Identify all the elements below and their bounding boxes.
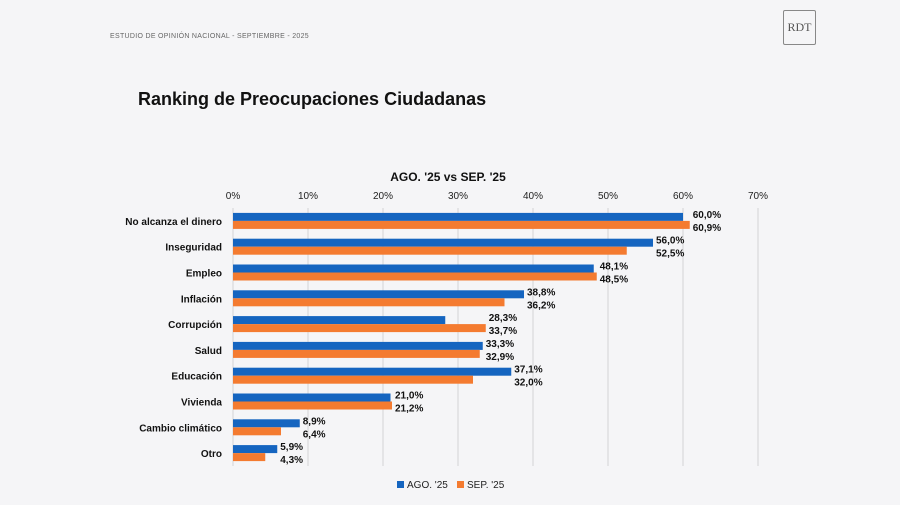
bar-sep: [233, 349, 480, 358]
bar-ago: [233, 264, 594, 273]
category-label: Corrupción: [168, 320, 222, 331]
legend-label: SEP. '25: [467, 480, 505, 491]
data-label: 4,3%: [280, 455, 303, 466]
data-label: 36,2%: [527, 300, 555, 311]
report-subtitle: ESTUDIO DE OPINIÓN NACIONAL - SEPTIEMBRE…: [110, 33, 309, 40]
data-label: 38,8%: [527, 287, 555, 298]
bar-sep: [233, 272, 597, 281]
chart-title: AGO. '25 vs SEP. '25: [390, 170, 506, 184]
data-label: 21,2%: [395, 404, 423, 415]
bar-sep: [233, 246, 627, 255]
bar-sep: [233, 427, 281, 436]
category-label: Otro: [201, 449, 222, 460]
data-label: 6,4%: [303, 429, 326, 440]
category-label: Vivienda: [181, 398, 222, 409]
bar-ago: [233, 419, 300, 428]
bar-ago: [233, 393, 391, 402]
legend-swatch: [397, 481, 404, 488]
data-label: 60,0%: [693, 210, 721, 221]
bar-sep: [233, 298, 505, 307]
legend-swatch: [457, 481, 464, 488]
data-label: 56,0%: [656, 236, 684, 247]
data-label: 33,3%: [486, 339, 514, 350]
data-label: 33,7%: [489, 326, 517, 337]
data-label: 48,1%: [600, 262, 628, 273]
data-label: 52,5%: [656, 249, 684, 260]
bar-ago: [233, 316, 446, 325]
bar-ago: [233, 341, 483, 350]
data-label: 21,0%: [395, 391, 423, 402]
x-tick-label: 0%: [226, 191, 241, 202]
data-label: 48,5%: [600, 275, 628, 286]
data-label: 28,3%: [489, 313, 517, 324]
rdt-logo: RDT: [783, 10, 816, 45]
data-label: 60,9%: [693, 223, 721, 234]
x-tick-label: 60%: [673, 191, 693, 202]
bar-ago: [233, 445, 278, 454]
x-tick-label: 70%: [748, 191, 768, 202]
bar-sep: [233, 401, 392, 410]
x-tick-label: 20%: [373, 191, 393, 202]
category-label: Salud: [195, 346, 222, 357]
bar-sep: [233, 324, 486, 333]
category-label: Inseguridad: [165, 243, 222, 254]
bar-sep: [233, 220, 690, 229]
category-label: Inflación: [181, 294, 222, 305]
bar-ago: [233, 212, 683, 221]
bar-ago: [233, 290, 524, 299]
data-label: 32,0%: [514, 378, 542, 389]
legend-label: AGO. '25: [407, 480, 448, 491]
bar-sep: [233, 375, 473, 384]
x-tick-label: 10%: [298, 191, 318, 202]
data-label: 5,9%: [280, 442, 303, 453]
data-label: 8,9%: [303, 416, 326, 427]
category-label: Cambio climático: [139, 423, 222, 434]
category-label: Empleo: [186, 269, 222, 280]
category-label: Educación: [171, 372, 222, 383]
category-label: No alcanza el dinero: [125, 217, 222, 228]
x-tick-label: 30%: [448, 191, 468, 202]
page-title: Ranking de Preocupaciones Ciudadanas: [138, 89, 487, 109]
bar-sep: [233, 453, 266, 462]
data-label: 32,9%: [486, 352, 514, 363]
data-label: 37,1%: [514, 365, 542, 376]
x-tick-label: 50%: [598, 191, 618, 202]
x-tick-label: 40%: [523, 191, 543, 202]
bar-ago: [233, 367, 512, 376]
bar-ago: [233, 238, 653, 247]
